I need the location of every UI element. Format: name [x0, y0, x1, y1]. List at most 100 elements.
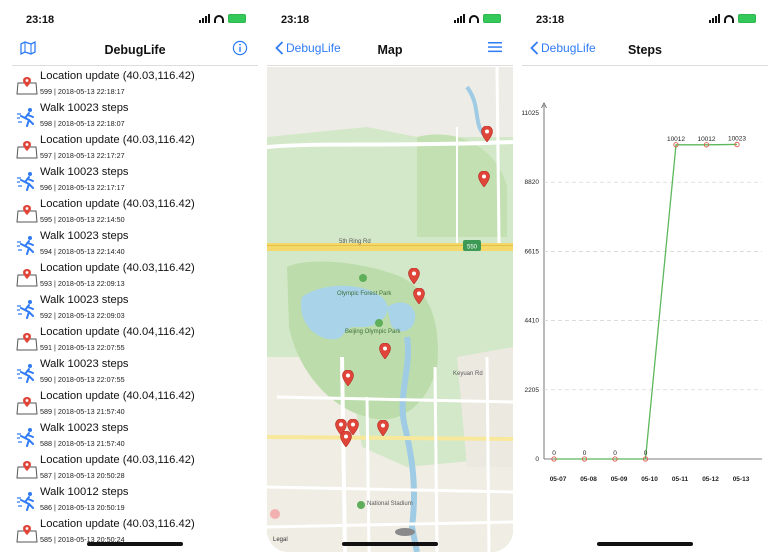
page-title: DebugLife — [104, 42, 166, 57]
road-north — [267, 140, 513, 149]
data-value-label: 0 — [552, 450, 556, 457]
log-row[interactable]: Location update (40.03,116.42) 585 | 2018… — [12, 515, 258, 547]
location-pin-icon[interactable] — [347, 418, 359, 436]
x-tick-label: 05-12 — [702, 476, 719, 483]
log-row[interactable]: Location update (40.03,116.42) 597 | 2018… — [12, 131, 258, 163]
map-view[interactable]: 550 5th Ring Rd Olympic Forest Park Beij… — [267, 67, 513, 552]
street-label: Keyuan Rd — [453, 371, 483, 377]
status-icons — [709, 14, 756, 23]
data-point — [642, 456, 649, 462]
y-tick-label: 11025 — [522, 110, 539, 117]
location-pin-icon[interactable] — [408, 267, 420, 285]
steps-screen: 23:18 DebugLife Steps 0 2205 4410 6615 8820 1… — [522, 8, 768, 552]
road-mid — [276, 395, 513, 404]
data-value-label: 10012 — [697, 136, 715, 143]
wifi-icon — [469, 14, 479, 23]
location-pin-icon[interactable] — [413, 287, 425, 305]
data-point — [581, 456, 588, 462]
signal-icon — [709, 14, 720, 23]
location-pin-icon[interactable] — [481, 125, 493, 143]
log-row-title: Location update (40.03,116.42) — [40, 518, 195, 530]
pond — [387, 302, 416, 332]
chevron-left-icon — [275, 41, 284, 55]
data-value-label: 10012 — [667, 136, 685, 143]
battery-icon — [228, 14, 246, 23]
map-button[interactable] — [20, 41, 36, 55]
log-row[interactable]: Walk 10012 steps 586 | 2018-05-13 20:50:1… — [12, 483, 258, 515]
location-pin-icon[interactable] — [377, 419, 389, 437]
log-row[interactable]: Location update (40.03,116.42) 593 | 2018… — [12, 259, 258, 291]
location-pin-icon[interactable] — [342, 369, 354, 387]
location-map-icon — [16, 203, 38, 223]
back-button[interactable]: DebugLife — [530, 41, 596, 55]
log-row-subtitle: 587 | 2018-05-13 20:50:28 — [40, 471, 125, 480]
log-row-subtitle: 594 | 2018-05-13 22:14:40 — [40, 247, 125, 256]
wifi-icon — [214, 14, 224, 23]
park-poi-icon — [375, 319, 383, 327]
urban-north — [267, 67, 513, 137]
info-button[interactable] — [232, 40, 248, 59]
menu-icon — [488, 42, 502, 53]
map-screen: 23:18 DebugLife Map — [267, 8, 513, 552]
status-time: 23:18 — [26, 14, 55, 26]
y-tick-label: 2205 — [525, 387, 540, 394]
log-row[interactable]: Walk 10023 steps 588 | 2018-05-13 21:57:4… — [12, 419, 258, 451]
river — [399, 336, 420, 552]
location-pin-icon[interactable] — [340, 430, 352, 448]
log-row[interactable]: Walk 10023 steps 598 | 2018-05-13 22:18:0… — [12, 99, 258, 131]
log-row[interactable]: Walk 10023 steps 592 | 2018-05-13 22:09:0… — [12, 291, 258, 323]
nav-bar: DebugLife Steps — [522, 34, 768, 66]
park-label: Olympic Forest Park — [337, 291, 392, 297]
x-tick-label: 05-07 — [550, 476, 567, 483]
log-row-title: Location update (40.04,116.42) — [40, 326, 195, 338]
log-row-title: Walk 10012 steps — [40, 486, 129, 498]
log-row[interactable]: Walk 10023 steps 594 | 2018-05-13 22:14:4… — [12, 227, 258, 259]
log-row[interactable]: Walk 10023 steps 590 | 2018-05-13 22:07:5… — [12, 355, 258, 387]
urban-east — [457, 347, 513, 467]
x-tick-label: 05-10 — [641, 476, 658, 483]
data-point — [734, 141, 740, 148]
location-map-icon — [16, 523, 38, 543]
park2-label: Beijing Olympic Park — [345, 329, 401, 335]
page-title: Map — [377, 42, 403, 57]
status-icons — [454, 14, 501, 23]
urban-south — [267, 357, 513, 552]
menu-button[interactable] — [487, 40, 503, 57]
ring-road — [267, 243, 513, 251]
steps-chart-svg: 0 2205 4410 6615 8820 11025 05-07 05-08 05-09 05-… — [522, 102, 762, 483]
log-row[interactable]: Location update (40.03,116.42) 599 | 2018… — [12, 67, 258, 99]
log-row-subtitle: 586 | 2018-05-13 20:50:19 — [40, 503, 125, 512]
location-pin-icon[interactable] — [379, 342, 391, 360]
y-tick-label: 8820 — [525, 179, 540, 186]
log-row-title: Location update (40.03,116.42) — [40, 198, 195, 210]
log-row[interactable]: Location update (40.04,116.42) 589 | 2018… — [12, 387, 258, 419]
location-pin-icon[interactable] — [478, 170, 490, 188]
ring-road-label: 5th Ring Rd — [339, 239, 371, 245]
nav-bar: DebugLife — [12, 34, 258, 66]
y-tick-label: 4410 — [525, 318, 540, 325]
back-label: DebugLife — [541, 41, 596, 55]
log-row-title: Walk 10023 steps — [40, 166, 129, 178]
location-map-icon — [16, 139, 38, 159]
home-indicator — [342, 542, 438, 546]
hospital-poi-icon — [270, 509, 280, 519]
data-value-label: 10023 — [728, 135, 746, 142]
log-row[interactable]: Walk 10023 steps 596 | 2018-05-13 22:17:1… — [12, 163, 258, 195]
battery-icon — [483, 14, 501, 23]
park-poi-icon — [359, 274, 367, 282]
back-button[interactable]: DebugLife — [275, 41, 341, 55]
log-row-title: Location update (40.03,116.42) — [40, 70, 195, 82]
road-south — [267, 435, 513, 441]
legal-link[interactable]: Legal — [273, 537, 288, 543]
status-bar: 23:18 — [522, 8, 768, 30]
log-row[interactable]: Location update (40.03,116.42) 587 | 2018… — [12, 451, 258, 483]
log-row[interactable]: Location update (40.04,116.42) 591 | 2018… — [12, 323, 258, 355]
walking-icon — [16, 107, 38, 127]
log-row-title: Location update (40.04,116.42) — [40, 390, 195, 402]
log-row-title: Walk 10023 steps — [40, 294, 129, 306]
walking-icon — [16, 363, 38, 383]
log-row[interactable]: Location update (40.03,116.42) 595 | 2018… — [12, 195, 258, 227]
home-indicator — [87, 542, 183, 546]
status-bar: 23:18 — [12, 8, 258, 30]
location-map-icon — [16, 331, 38, 351]
